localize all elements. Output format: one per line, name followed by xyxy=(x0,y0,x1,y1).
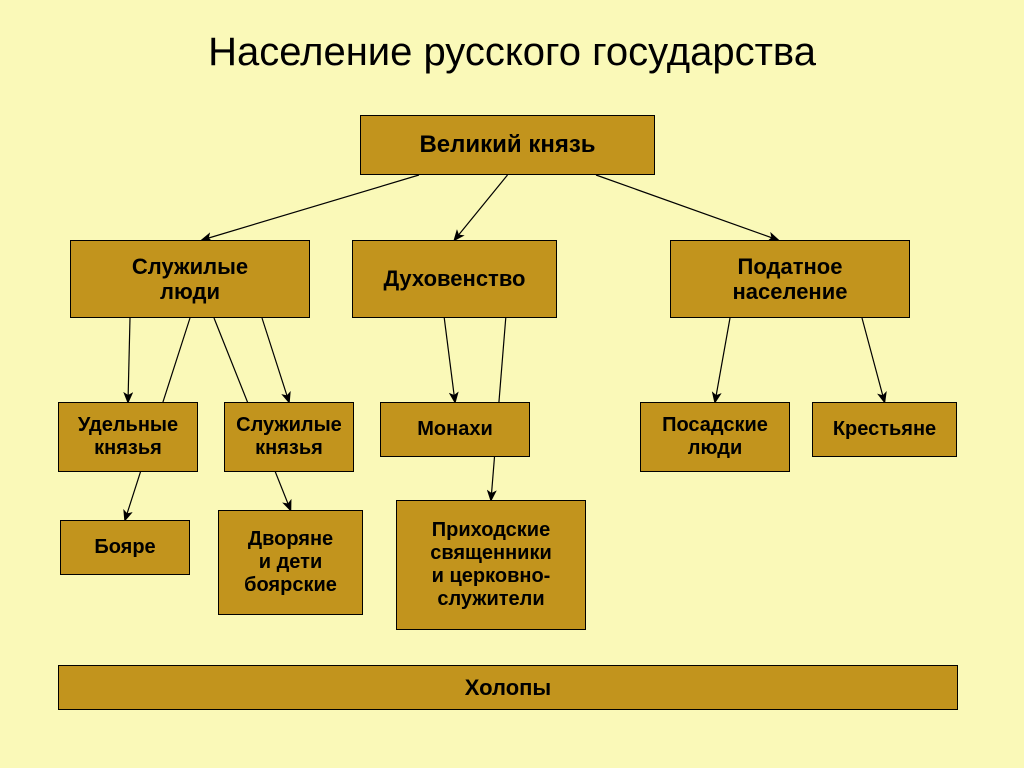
node-monks: Монахи xyxy=(380,402,530,457)
node-peasants: Крестьяне xyxy=(812,402,957,457)
node-priests: Приходскиесвященникии церковно-служители xyxy=(396,500,586,630)
edge-taxpayers-to-posad xyxy=(715,318,730,402)
edge-service_people-to-serv_princes xyxy=(262,318,289,402)
edge-clergy-to-monks xyxy=(444,318,455,402)
edge-grand_prince-to-clergy xyxy=(455,175,508,240)
edge-grand_prince-to-service_people xyxy=(202,175,419,240)
diagram-canvas: Население русского государства Великий к… xyxy=(0,0,1024,768)
node-service_people: Служилыелюди xyxy=(70,240,310,318)
node-kholops: Холопы xyxy=(58,665,958,710)
node-clergy: Духовенство xyxy=(352,240,557,318)
edge-taxpayers-to-peasants xyxy=(862,318,885,402)
edge-service_people-to-udel_princes xyxy=(128,318,130,402)
node-posad: Посадскиелюди xyxy=(640,402,790,472)
node-taxpayers: Податноенаселение xyxy=(670,240,910,318)
node-boyars: Бояре xyxy=(60,520,190,575)
node-serv_princes: Служилыекнязья xyxy=(224,402,354,472)
node-nobles: Дворянеи детибоярские xyxy=(218,510,363,615)
page-title: Население русского государства xyxy=(0,30,1024,75)
node-grand_prince: Великий князь xyxy=(360,115,655,175)
edge-grand_prince-to-taxpayers xyxy=(596,175,778,240)
node-udel_princes: Удельныекнязья xyxy=(58,402,198,472)
